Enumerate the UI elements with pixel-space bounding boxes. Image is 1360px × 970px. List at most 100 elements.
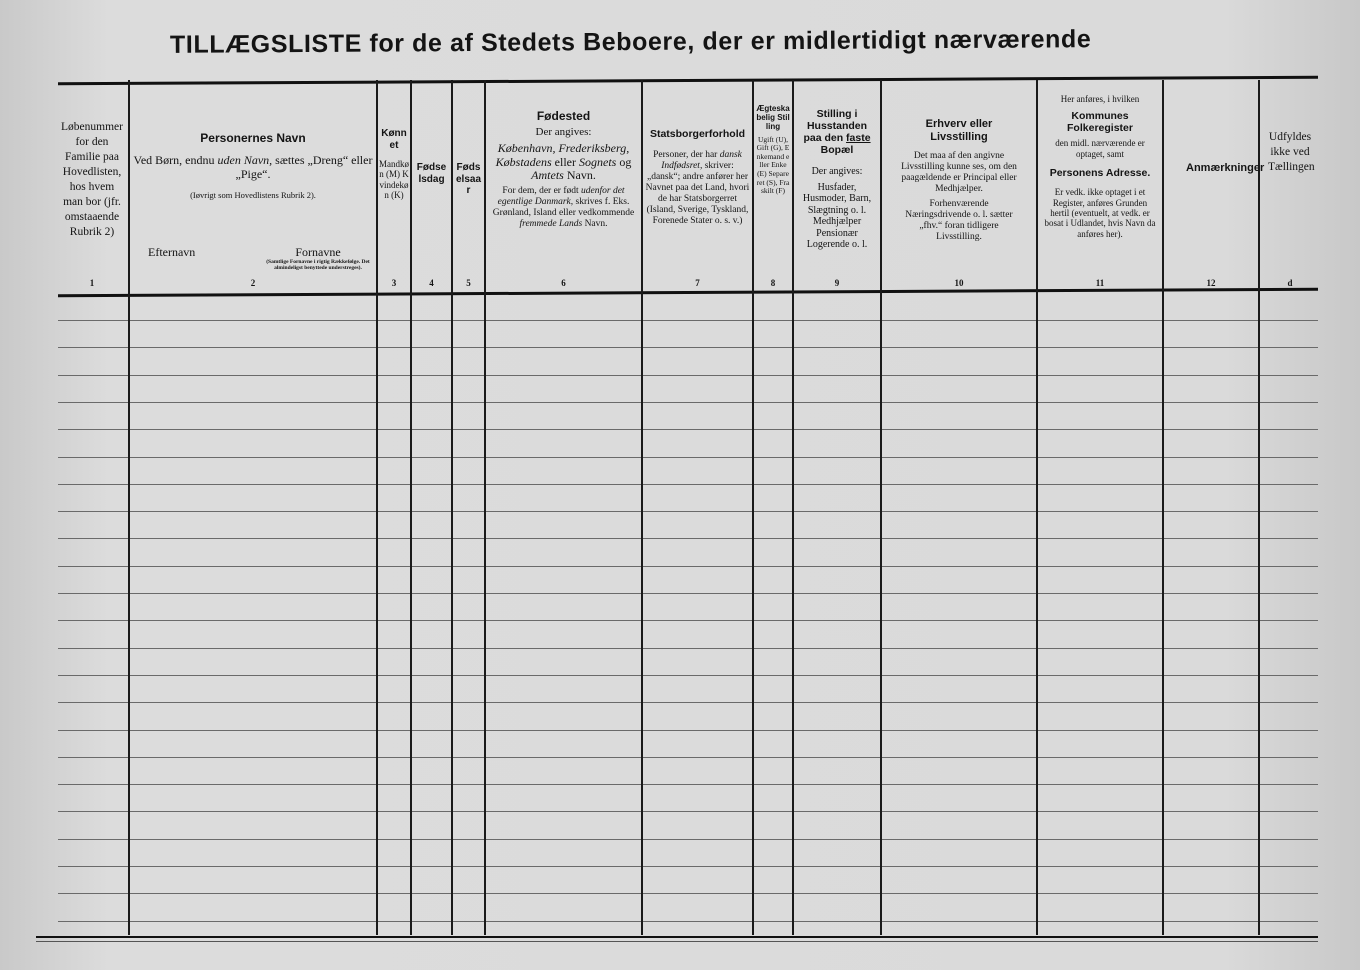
column-4-heading: Fødselsdag (416, 162, 447, 185)
column-number: 12 (1206, 278, 1216, 288)
entry-row-line (58, 456, 1318, 458)
column-number: 8 (770, 278, 776, 288)
column-5: Fødselsaar 5 (451, 80, 484, 935)
note-text: sættes „Dreng“ eller „Pige“. (235, 152, 373, 181)
column-number: 10 (954, 278, 964, 288)
column-12-heading: Anmærkninger (1186, 162, 1265, 174)
entry-row-line (58, 811, 1318, 813)
place-text: og (616, 154, 632, 169)
entry-row-line (58, 620, 1318, 622)
note-text: Personer, der har (653, 150, 720, 161)
heading-text: Bopæl (820, 144, 854, 157)
entry-row-line (58, 320, 1318, 321)
column-number: 11 (1095, 278, 1105, 288)
entry-row-line (58, 674, 1318, 676)
column-8-body: Ugift (U), Gift (G), Enkemand eller Enke… (756, 134, 790, 196)
entry-row-line (58, 893, 1318, 895)
column-10: Erhverv eller Livsstilling Det maa af de… (880, 80, 1036, 935)
heading-underlined: faste (846, 132, 871, 145)
note-sub: (Iøvrigt som Hovedlistens Rubrik 2). (190, 190, 316, 201)
note-text: Navn. (582, 218, 608, 229)
column-number: 2 (250, 278, 256, 288)
column-3-heading: Kønnet (381, 128, 407, 151)
note-text: For dem, der er født (502, 186, 582, 196)
entry-row-line (58, 565, 1318, 567)
note-text: Ved Børn, endnu (133, 152, 218, 167)
entry-row-line (58, 647, 1318, 649)
column-6-sub: Der angives: (535, 125, 592, 138)
entry-row-line (58, 866, 1318, 867)
column-1-header: Løbenummer for den Familie paa Hovedlist… (61, 121, 123, 238)
column-8-heading: Ægteskabelig Stilling (756, 104, 790, 132)
column-2-heading: Personernes Navn (200, 131, 306, 145)
column-8: Ægteskabelig Stilling Ugift (U), Gift (G… (752, 80, 792, 935)
column-11-heading-2: Personens Adresse. (1049, 167, 1151, 180)
column-number: 7 (695, 278, 700, 288)
place-emphasis: Amtets (531, 167, 564, 182)
column-13: Udfyldes ikke ved Tællingen d (1258, 80, 1320, 935)
entry-row-line (58, 511, 1318, 513)
column-9-body: Husfader, Husmoder, Barn, Slægtning o. l… (802, 181, 872, 251)
entry-row-line (58, 593, 1318, 594)
column-10-note: Det maa af den angivne Livsstilling kunn… (901, 151, 1017, 195)
column-13-header: Udfyldes ikke ved Tællingen (1268, 131, 1315, 173)
bottom-rule-2 (36, 941, 1318, 942)
column-number: 4 (429, 278, 434, 288)
entry-row-line (58, 702, 1318, 704)
entry-row-line (58, 784, 1318, 786)
given-names-note: (Samtlige Fornavne i rigtig Rækkefølge. … (266, 259, 370, 271)
column-number: 3 (391, 278, 397, 288)
column-7: Statsborgerforhold Personer, der har dan… (641, 80, 752, 935)
entry-row-line (58, 429, 1318, 431)
column-10-heading: Erhverv eller Livsstilling (925, 118, 993, 143)
entry-row-line (58, 729, 1318, 731)
note-emphasis: fremmede Lands (519, 218, 583, 229)
bottom-rule (36, 936, 1318, 938)
surname-label: Efternavn (148, 245, 196, 259)
entry-row-line (58, 756, 1318, 758)
note-emphasis: dansk Indfødsret, (661, 150, 742, 171)
column-11-text: den midl. nærværende er optaget, samt (1055, 138, 1145, 159)
column-3-body: Mandkøn (M) Kvindekøn (K) (379, 159, 409, 201)
note-emphasis: uden Navn, (217, 152, 273, 167)
column-3: Kønnet Mandkøn (M) Kvindekøn (K) 3 (376, 80, 410, 935)
entry-row-line (58, 920, 1318, 922)
entry-row-line (58, 483, 1318, 485)
column-11-heading: Kommunes Folkeregister (1067, 110, 1133, 135)
column-number: 1 (89, 278, 95, 288)
column-10-note: Forhenværende Næringsdrivende o. l. sætt… (905, 198, 1013, 242)
place-emphasis: Sognets (579, 154, 617, 169)
entry-row-line (58, 347, 1318, 349)
note-text: skrives f. Eks. Grønland, Island eller v… (492, 196, 635, 218)
column-1: Løbenummer for den Familie paa Hovedlist… (56, 80, 128, 935)
note-emphasis: udenfor det egentlige Danmark, (497, 186, 625, 207)
column-2: Personernes Navn Ved Børn, endnu uden Na… (128, 80, 376, 935)
place-emphasis: København, Frederiksberg, Købstadens (495, 141, 630, 169)
column-11-body: Er vedk. ikke optaget i et Register, anf… (1044, 187, 1156, 239)
column-5-heading: Fødselsaar (455, 162, 482, 196)
column-number: 6 (561, 278, 566, 288)
place-text: eller (551, 154, 579, 169)
column-9: Stilling i Husstanden paa den faste Bopæ… (792, 80, 880, 935)
entry-row-line (58, 401, 1318, 403)
column-number: 5 (466, 278, 471, 288)
column-number: d (1287, 278, 1293, 288)
column-11-intro: Her anføres, i hvilken (1060, 94, 1140, 104)
column-6-heading: Fødested (536, 109, 591, 123)
entry-row-line (58, 838, 1318, 840)
entry-row-line (58, 374, 1318, 376)
column-11: Her anføres, i hvilken Kommunes Folkereg… (1036, 80, 1162, 935)
given-names-label: Fornavne (295, 245, 341, 259)
column-7-heading: Statsborgerforhold (649, 128, 746, 140)
note-text: skriver: „dansk“; andre anfører her Navn… (645, 160, 750, 226)
heading-text: Stilling i Husstanden paa den (803, 108, 868, 145)
column-12: Anmærkninger 12 (1162, 80, 1265, 935)
form-title: TILLÆGSLISTE for de af Stedets Beboere, … (169, 25, 1092, 59)
entry-row-line (58, 538, 1318, 540)
column-4: Fødselsdag 4 (410, 80, 451, 935)
column-6: Fødested Der angives: København, Frederi… (484, 80, 641, 935)
column-9-sub: Der angives: (811, 166, 863, 178)
place-text: Navn. (563, 167, 596, 182)
column-number: 9 (834, 278, 840, 288)
